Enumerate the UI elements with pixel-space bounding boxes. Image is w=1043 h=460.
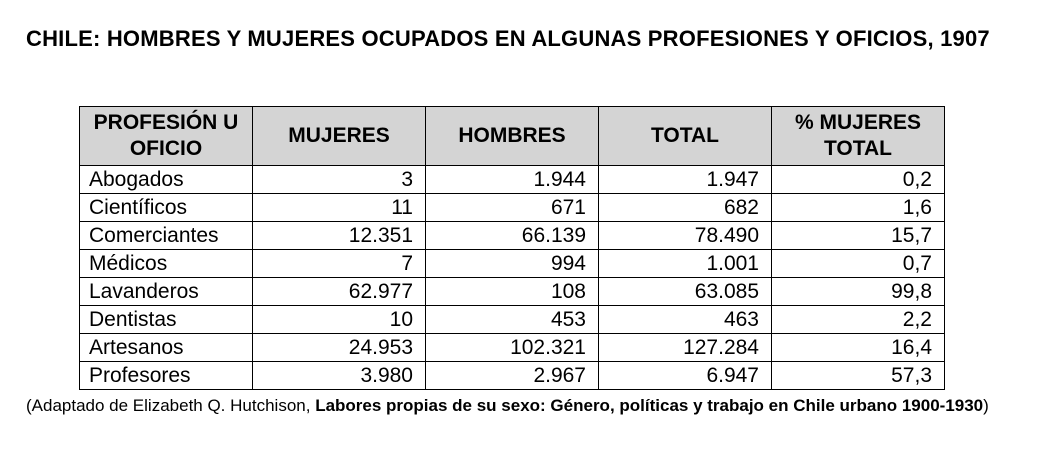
- cell-hombres: 994: [425, 249, 599, 278]
- cell-profession: Comerciantes: [79, 221, 253, 250]
- cell-porcentaje: 16,4: [771, 333, 945, 362]
- cell-mujeres: 12.351: [252, 221, 426, 250]
- column-header-hombres: HOMBRES: [425, 106, 599, 166]
- cell-total: 127.284: [598, 333, 772, 362]
- table-row: Profesores 3.980 2.967 6.947 57,3: [79, 361, 945, 390]
- column-header-porcentaje-mujeres: % MUJERES TOTAL: [771, 106, 945, 166]
- cell-hombres: 1.944: [425, 165, 599, 194]
- table-row: Artesanos 24.953 102.321 127.284 16,4: [79, 333, 945, 362]
- cell-total: 78.490: [598, 221, 772, 250]
- cell-porcentaje: 2,2: [771, 305, 945, 334]
- source-prefix: (Adaptado de Elizabeth Q. Hutchison,: [26, 396, 316, 415]
- cell-profession: Artesanos: [79, 333, 253, 362]
- table-row: Dentistas 10 453 463 2,2: [79, 305, 945, 334]
- table-row: Comerciantes 12.351 66.139 78.490 15,7: [79, 221, 945, 250]
- column-header-profesion: PROFESIÓN U OFICIO: [79, 106, 253, 166]
- cell-porcentaje: 0,2: [771, 165, 945, 194]
- table-row: Científicos 11 671 682 1,6: [79, 193, 945, 222]
- cell-hombres: 671: [425, 193, 599, 222]
- cell-porcentaje: 57,3: [771, 361, 945, 390]
- cell-hombres: 453: [425, 305, 599, 334]
- cell-mujeres: 7: [252, 249, 426, 278]
- cell-mujeres: 11: [252, 193, 426, 222]
- cell-mujeres: 24.953: [252, 333, 426, 362]
- table-row: Médicos 7 994 1.001 0,7: [79, 249, 945, 278]
- cell-mujeres: 10: [252, 305, 426, 334]
- cell-profession: Profesores: [79, 361, 253, 390]
- cell-mujeres: 3: [252, 165, 426, 194]
- cell-total: 63.085: [598, 277, 772, 306]
- cell-hombres: 66.139: [425, 221, 599, 250]
- cell-total: 682: [598, 193, 772, 222]
- column-header-mujeres: MUJERES: [252, 106, 426, 166]
- cell-hombres: 108: [425, 277, 599, 306]
- cell-porcentaje: 1,6: [771, 193, 945, 222]
- cell-hombres: 102.321: [425, 333, 599, 362]
- cell-profession: Lavanderos: [79, 277, 253, 306]
- cell-mujeres: 3.980: [252, 361, 426, 390]
- table-row: Lavanderos 62.977 108 63.085 99,8: [79, 277, 945, 306]
- table-row: Abogados 3 1.944 1.947 0,2: [79, 165, 945, 194]
- source-book-title: Labores propias de su sexo: Género, polí…: [315, 396, 984, 415]
- cell-profession: Médicos: [79, 249, 253, 278]
- data-table: PROFESIÓN U OFICIO MUJERES HOMBRES TOTAL…: [79, 106, 945, 390]
- cell-hombres: 2.967: [425, 361, 599, 390]
- cell-profession: Dentistas: [79, 305, 253, 334]
- cell-profession: Abogados: [79, 165, 253, 194]
- cell-porcentaje: 15,7: [771, 221, 945, 250]
- source-citation: (Adaptado de Elizabeth Q. Hutchison, Lab…: [26, 395, 996, 416]
- cell-mujeres: 62.977: [252, 277, 426, 306]
- cell-total: 1.001: [598, 249, 772, 278]
- cell-total: 463: [598, 305, 772, 334]
- cell-porcentaje: 99,8: [771, 277, 945, 306]
- source-suffix: ): [983, 396, 989, 415]
- column-header-total: TOTAL: [598, 106, 772, 166]
- table-header-row: PROFESIÓN U OFICIO MUJERES HOMBRES TOTAL…: [79, 106, 945, 166]
- cell-porcentaje: 0,7: [771, 249, 945, 278]
- cell-total: 1.947: [598, 165, 772, 194]
- page-title: CHILE: HOMBRES Y MUJERES OCUPADOS EN ALG…: [26, 26, 990, 51]
- cell-total: 6.947: [598, 361, 772, 390]
- cell-profession: Científicos: [79, 193, 253, 222]
